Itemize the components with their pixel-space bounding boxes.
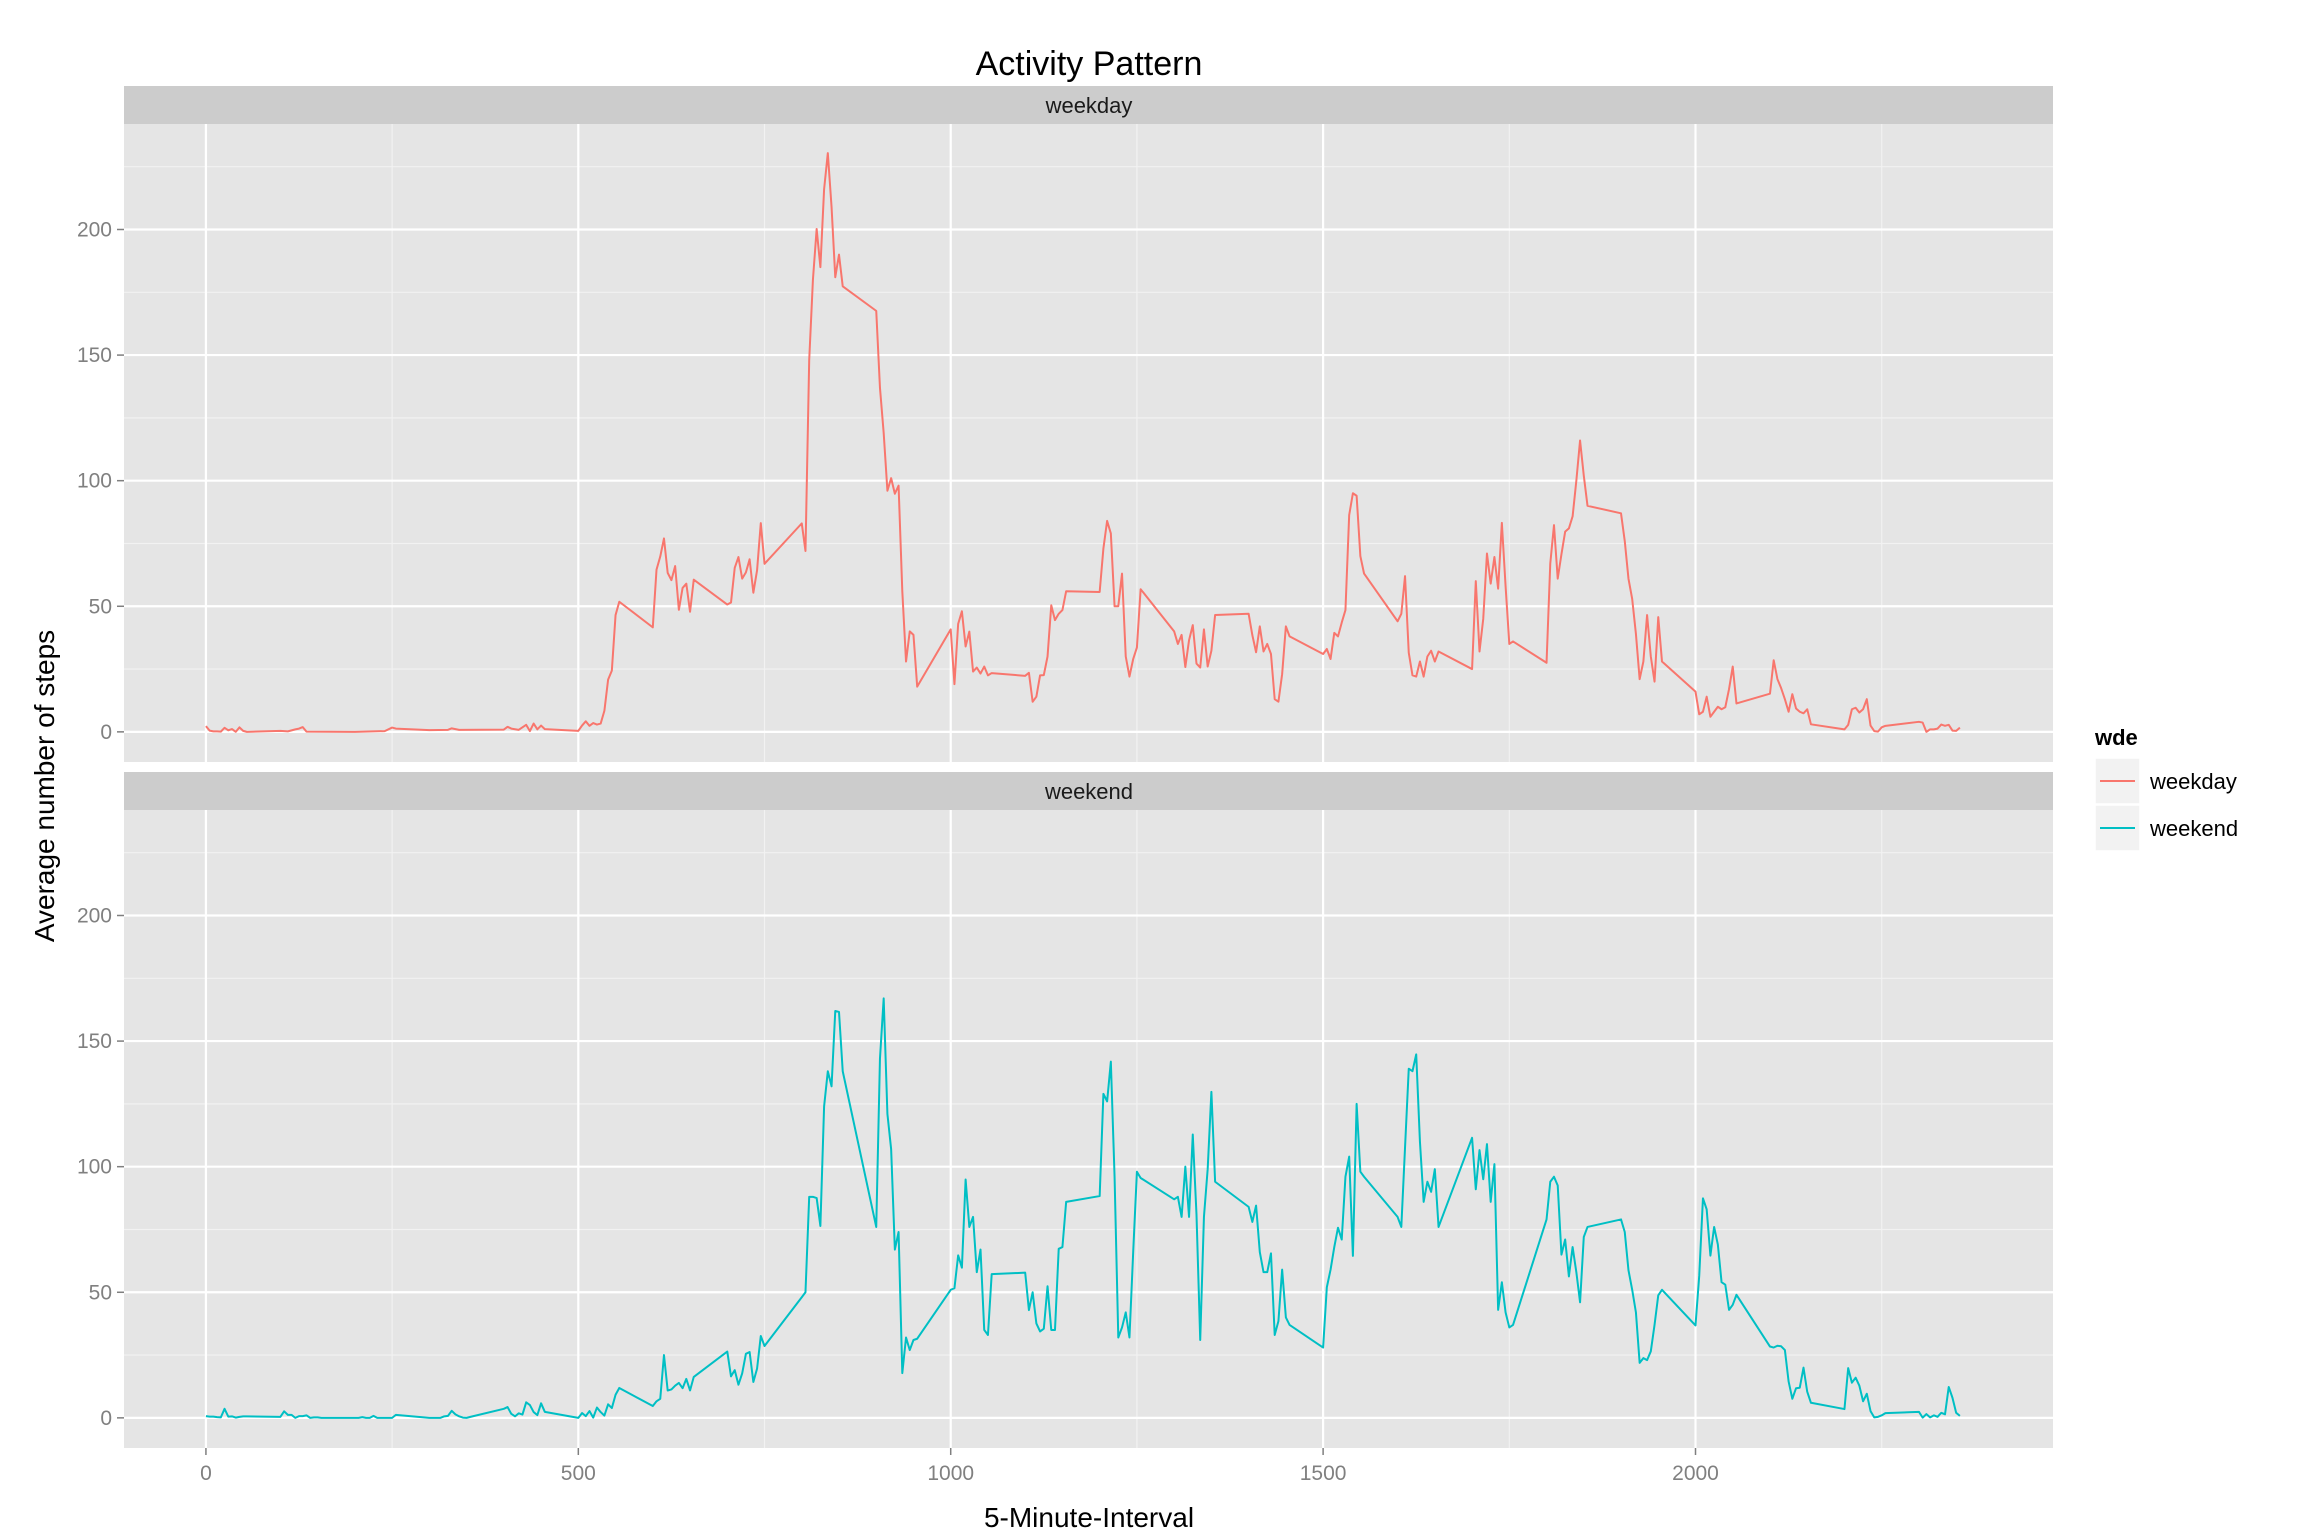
series-line-weekend xyxy=(205,997,1961,1419)
facet-panel-weekday: weekday 0 50 100 150 200 xyxy=(77,86,2053,762)
x-tick-label: 1500 xyxy=(1300,1462,1347,1485)
strip-weekend xyxy=(124,772,2053,810)
facet-panel-weekend: weekend 0 50 100 150 200 xyxy=(77,772,2053,1448)
chart-title: Activity Pattern xyxy=(976,45,1203,83)
x-tick-label: 1000 xyxy=(927,1462,974,1485)
y-tick-label: 200 xyxy=(77,904,112,927)
legend-label-weekend: weekend xyxy=(2149,816,2238,841)
y-tick-label: 200 xyxy=(77,218,112,241)
y-tick-label: 100 xyxy=(77,1156,112,1179)
x-tick-label: 0 xyxy=(200,1462,212,1485)
y-axis-title: Average number of steps xyxy=(29,630,60,942)
series-line-weekday xyxy=(205,152,1961,733)
x-tick-label: 500 xyxy=(561,1462,596,1485)
x-axis: 0 500 1000 1500 2000 xyxy=(200,1448,1719,1485)
y-axis-weekday: 0 50 100 150 200 xyxy=(77,218,124,744)
strip-label-weekday: weekday xyxy=(1045,93,1133,118)
y-tick-label: 0 xyxy=(100,721,112,744)
x-axis-title: 5-Minute-Interval xyxy=(984,1502,1194,1533)
y-tick-label: 50 xyxy=(89,595,112,618)
legend-label-weekday: weekday xyxy=(2149,769,2237,794)
strip-label-weekend: weekend xyxy=(1044,779,1133,804)
gridlines-weekday xyxy=(124,124,2053,762)
panel-area-weekend xyxy=(124,810,2053,1448)
panel-area-weekday xyxy=(124,124,2053,762)
x-tick-label: 2000 xyxy=(1672,1462,1719,1485)
gridlines-weekend xyxy=(124,810,2053,1448)
y-tick-label: 0 xyxy=(100,1407,112,1430)
y-tick-label: 150 xyxy=(77,1030,112,1053)
y-tick-label: 100 xyxy=(77,470,112,493)
strip-weekday xyxy=(124,86,2053,124)
y-axis-weekend: 0 50 100 150 200 xyxy=(77,904,124,1430)
legend: wde weekday weekend xyxy=(2094,725,2238,852)
y-tick-label: 50 xyxy=(89,1281,112,1304)
legend-title: wde xyxy=(2094,725,2138,750)
y-tick-label: 150 xyxy=(77,344,112,367)
